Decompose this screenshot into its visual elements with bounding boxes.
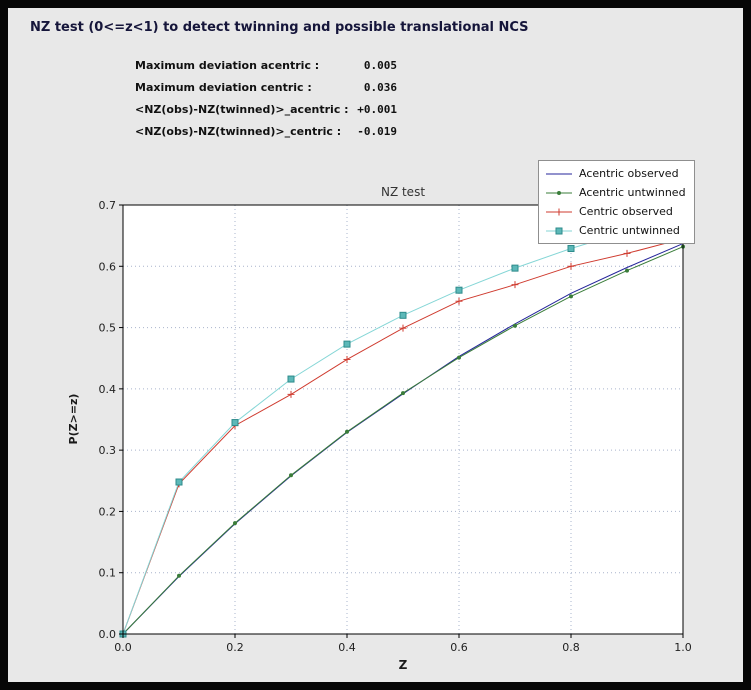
chart-title: NZ test: [380, 185, 426, 199]
y-tick-label: 0.3: [99, 444, 117, 457]
dot-marker-icon: [177, 573, 181, 578]
stat-row: Maximum deviation centric : 0.036: [135, 76, 397, 98]
plot-frame: [122, 204, 684, 635]
dot-marker-icon: [557, 190, 561, 195]
y-tick-label: 0.1: [99, 567, 117, 580]
stats-block: Maximum deviation acentric :0.005 Maximum…: [135, 54, 397, 142]
y-tick-label: 0.7: [99, 199, 117, 212]
stat-value: +0.001: [357, 102, 397, 116]
legend-item: Acentric observed: [544, 164, 686, 183]
dot-marker-icon: [513, 323, 517, 328]
stat-row: <NZ(obs)-NZ(twinned)>_acentric : +0.001: [135, 98, 397, 120]
stat-label: Maximum deviation centric :: [135, 80, 312, 94]
square-marker-icon: [455, 286, 463, 294]
legend-item: Acentric untwinned: [544, 183, 686, 202]
square-marker-icon: [511, 264, 519, 272]
stat-label: <NZ(obs)-NZ(twinned)>_acentric :: [135, 102, 349, 116]
dot-marker-icon: [569, 294, 573, 299]
legend-item: Centric observed: [544, 202, 686, 221]
legend-label: Centric observed: [579, 205, 673, 218]
page-title: NZ test (0<=z<1) to detect twinning and …: [30, 20, 529, 35]
x-tick-label: 0.2: [226, 641, 244, 654]
stat-value: -0.019: [357, 124, 397, 138]
dot-marker-icon: [233, 521, 237, 526]
y-tick-label: 0.0: [99, 628, 117, 641]
dot-marker-icon: [625, 268, 629, 273]
legend-line-sample: [546, 173, 572, 174]
square-marker-icon: [555, 227, 563, 234]
legend-item: Centric untwinned: [544, 221, 686, 240]
x-tick-label: 0.8: [562, 641, 580, 654]
x-axis-label: Z: [398, 658, 408, 672]
square-marker-icon: [567, 245, 575, 253]
stat-row: <NZ(obs)-NZ(twinned)>_centric : -0.019: [135, 120, 397, 142]
square-marker-icon: [343, 340, 351, 348]
x-tick-label: 0.6: [450, 641, 468, 654]
y-tick-label: 0.4: [99, 383, 117, 396]
plot-area: [123, 205, 683, 634]
stat-row: Maximum deviation acentric : 0.005: [135, 54, 397, 76]
stat-value: 0.036: [363, 80, 397, 94]
stat-value: 0.005: [363, 58, 397, 72]
square-marker-icon: [287, 375, 295, 383]
legend-line-sample: [546, 208, 572, 215]
plot-window: NZ test (0<=z<1) to detect twinning and …: [8, 8, 743, 682]
dot-marker-icon: [401, 391, 405, 396]
square-marker-icon: [399, 311, 407, 319]
legend-label: Acentric untwinned: [579, 186, 686, 199]
nz-test-chart: 0.0 0.2 0.4 0.6 0.8 1.0 0.0 0.1 0.2 0.3 0.4 0.5 0.6 0…: [99, 199, 692, 654]
x-tick-label: 1.0: [674, 641, 692, 654]
square-marker-icon: [231, 419, 239, 427]
figure: 0.0 0.2 0.4 0.6 0.8 1.0 0.0 0.1 0.2 0.3 0.4 0.5 0.6 0…: [50, 155, 742, 682]
stat-label: Maximum deviation acentric :: [135, 58, 320, 72]
series-1: [121, 244, 685, 636]
y-tick-label: 0.6: [99, 260, 117, 273]
square-marker-icon: [175, 478, 183, 486]
legend-label: Centric untwinned: [579, 224, 680, 237]
x-tick-label: 0.4: [338, 641, 356, 654]
dot-marker-icon: [289, 473, 293, 478]
dot-marker-icon: [345, 429, 349, 434]
legend-line-sample: [546, 190, 572, 195]
y-tick-label: 0.5: [99, 322, 117, 335]
stat-label: <NZ(obs)-NZ(twinned)>_centric :: [135, 124, 342, 138]
legend-label: Acentric observed: [579, 167, 679, 180]
y-axis-label: P(Z>=z): [67, 393, 80, 445]
chart-legend: Acentric observed Acentric untwinned Centr…: [538, 160, 695, 244]
legend-line-sample: [546, 227, 572, 234]
y-tick-label: 0.2: [99, 505, 117, 518]
x-tick-label: 0.0: [114, 641, 132, 654]
dot-marker-icon: [457, 355, 461, 360]
